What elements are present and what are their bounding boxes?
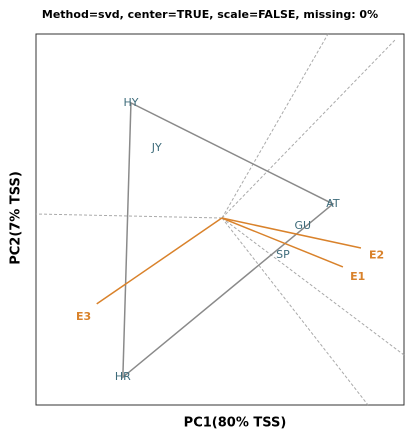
plot-frame <box>35 33 405 406</box>
ray <box>221 39 396 219</box>
genotype-label: HY <box>123 96 138 109</box>
environment-label: E1 <box>350 270 365 283</box>
sector-rays <box>35 33 405 406</box>
ray <box>221 217 369 406</box>
ray <box>221 217 405 356</box>
genotype-label: JY <box>151 141 162 154</box>
ray <box>221 33 329 219</box>
environment-vector <box>96 217 223 305</box>
genotype-label: GU <box>295 219 312 232</box>
convex-hull <box>122 101 335 379</box>
y-axis-label: PC2(7% TSS) <box>9 171 24 265</box>
environment-label: E3 <box>76 310 91 323</box>
chart-title: Method=svd, center=TRUE, scale=FALSE, mi… <box>42 8 378 21</box>
genotype-label: SP <box>276 248 290 261</box>
ray <box>35 213 223 219</box>
genotype-label: AT <box>326 197 340 210</box>
genotype-label: HR <box>115 370 131 383</box>
x-axis-label: PC1(80% TSS) <box>184 416 287 431</box>
environment-vector <box>221 217 344 268</box>
environment-label: E2 <box>369 248 384 261</box>
environment-vector <box>221 217 362 249</box>
